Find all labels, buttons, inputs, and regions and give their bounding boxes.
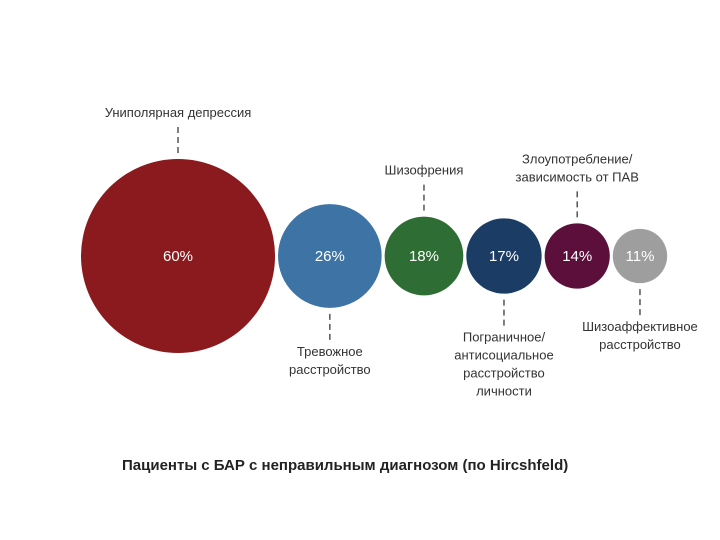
category-label: Тревожное xyxy=(297,344,363,359)
data-label: 18% xyxy=(409,248,439,265)
data-label: 60% xyxy=(163,248,193,265)
category-label: Пограничное/ xyxy=(463,330,546,345)
category-label: расстройство xyxy=(463,366,545,381)
category-label: расстройство xyxy=(599,337,681,352)
bubble xyxy=(278,204,382,308)
category-label: Униполярная депрессия xyxy=(105,105,252,120)
data-label: 26% xyxy=(315,248,345,265)
category-label: зависимость от ПАВ xyxy=(516,169,639,184)
bubble xyxy=(384,216,464,296)
category-label: Шизофрения xyxy=(385,163,464,178)
category-label: Шизоаффективное xyxy=(582,319,698,334)
data-label: 14% xyxy=(562,248,592,265)
category-label: расстройство xyxy=(289,362,371,377)
category-label: антисоциальное xyxy=(454,348,553,363)
chart-title: Пациенты с БАР с неправильным диагнозом … xyxy=(122,457,568,474)
bubble xyxy=(544,223,610,289)
category-label: Злоупотребление/ xyxy=(522,151,633,166)
data-label: 17% xyxy=(489,248,519,265)
bubble xyxy=(466,218,542,294)
category-label: личности xyxy=(476,384,532,399)
bubble xyxy=(612,228,668,284)
bubble xyxy=(81,158,276,354)
data-label: 11% xyxy=(626,248,655,265)
